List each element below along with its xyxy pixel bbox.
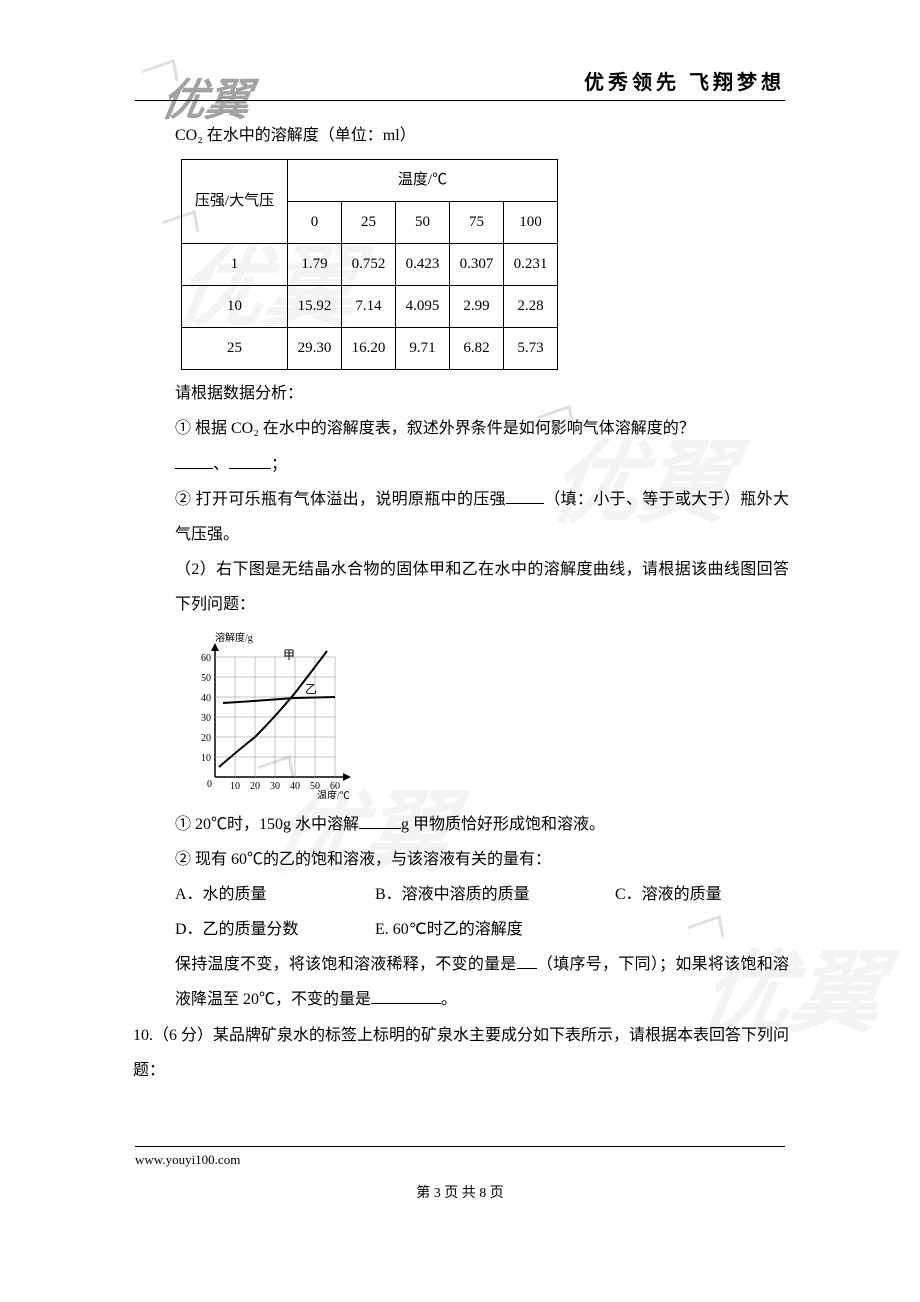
option-e: E. 60℃时乙的溶解度 xyxy=(375,921,523,938)
temp-cell: 0 xyxy=(288,202,342,244)
pressure-cell: 25 xyxy=(182,328,288,370)
semicolon: ； xyxy=(271,456,287,473)
data-row: 25 29.30 16.20 9.71 6.82 5.73 xyxy=(182,328,558,370)
pressure-cell: 10 xyxy=(182,286,288,328)
svg-text:40: 40 xyxy=(201,693,211,704)
option-b: B．溶液中溶质的质量 xyxy=(375,877,615,912)
page-header: 优秀领先 飞翔梦想 xyxy=(0,66,920,95)
row-header: 压强/大气压 xyxy=(182,160,288,244)
data-cell: 1.79 xyxy=(288,244,342,286)
y-ticks: 10 20 30 40 50 60 0 xyxy=(201,653,212,790)
table-caption: CO₂ 在水中的溶解度（单位：ml） xyxy=(175,118,789,153)
data-cell: 2.28 xyxy=(504,286,558,328)
svg-text:30: 30 xyxy=(270,781,280,792)
data-cell: 29.30 xyxy=(288,328,342,370)
svg-text:60: 60 xyxy=(201,653,211,664)
axes xyxy=(211,643,351,781)
temp-cell: 75 xyxy=(450,202,504,244)
x-axis-label: 温度/℃ xyxy=(317,789,350,799)
blank-field xyxy=(175,468,213,469)
data-cell: 0.307 xyxy=(450,244,504,286)
question-3: ① 20℃时，150g 水中溶解 g 甲物质恰好形成饱和溶液。 xyxy=(175,807,789,842)
label-jia: 甲 xyxy=(283,648,295,662)
option-c: C．溶液的质量 xyxy=(615,886,722,903)
temp-cell: 50 xyxy=(396,202,450,244)
footer-url: www.youyi100.com xyxy=(135,1152,240,1168)
blank-field xyxy=(229,468,271,469)
svg-text:0: 0 xyxy=(207,779,212,790)
part2-intro: （2）右下图是无结晶水合物的固体甲和乙在水中的溶解度曲线，请根据该曲线图回答下列… xyxy=(175,552,789,622)
col-header: 温度/℃ xyxy=(288,160,558,202)
blank-field xyxy=(506,503,544,504)
data-cell: 9.71 xyxy=(396,328,450,370)
blank-field xyxy=(517,968,537,969)
data-row: 1 1.79 0.752 0.423 0.307 0.231 xyxy=(182,244,558,286)
q2-pre: ② 打开可乐瓶有气体溢出，说明原瓶中的压强 xyxy=(175,491,506,508)
label-yi: 乙 xyxy=(305,682,317,696)
footer-page-number: 第 3 页 共 8 页 xyxy=(0,1182,920,1202)
temp-cell: 25 xyxy=(342,202,396,244)
svg-text:50: 50 xyxy=(201,673,211,684)
blank-line: 、； xyxy=(175,447,789,482)
q5-end: 。 xyxy=(441,991,457,1008)
header-divider xyxy=(135,100,785,101)
data-cell: 4.095 xyxy=(396,286,450,328)
svg-text:10: 10 xyxy=(201,753,211,764)
q5-pre: 保持温度不变，将该饱和溶液稀释，不变的量是 xyxy=(175,956,517,973)
question-1: ① 根据 CO₂ 在水中的溶解度表，叙述外界条件是如何影响气体溶解度的？ xyxy=(175,411,789,446)
curve-yi xyxy=(223,697,335,703)
svg-text:40: 40 xyxy=(290,781,300,792)
data-cell: 6.82 xyxy=(450,328,504,370)
question-4: ② 现有 60℃的乙的饱和溶液，与该溶液有关的量有： xyxy=(175,842,789,877)
data-cell: 5.73 xyxy=(504,328,558,370)
blank-field xyxy=(371,1003,441,1004)
svg-text:30: 30 xyxy=(201,713,211,724)
options-row-2: D．乙的质量分数E. 60℃时乙的溶解度 xyxy=(175,912,789,947)
blank-field xyxy=(359,828,401,829)
temp-cell: 100 xyxy=(504,202,558,244)
question-5: 保持温度不变，将该饱和溶液稀释，不变的量是（填序号，下同）；如果将该饱和溶液降温… xyxy=(175,947,789,1017)
data-cell: 0.423 xyxy=(396,244,450,286)
option-a: A．水的质量 xyxy=(175,877,375,912)
data-cell: 16.20 xyxy=(342,328,396,370)
q3-post: g 甲物质恰好形成饱和溶液。 xyxy=(401,816,605,833)
data-cell: 2.99 xyxy=(450,286,504,328)
question-10: 10.（6 分）某品牌矿泉水的标签上标明的矿泉水主要成分如下表所示，请根据本表回… xyxy=(133,1018,789,1088)
data-row: 10 15.92 7.14 4.095 2.99 2.28 xyxy=(182,286,558,328)
chart-svg: 溶解度/g 10 xyxy=(187,629,357,799)
document-body: CO₂ 在水中的溶解度（单位：ml） 压强/大气压 温度/℃ 0 25 50 7… xyxy=(175,118,789,1088)
footer-divider xyxy=(135,1146,785,1147)
data-cell: 0.752 xyxy=(342,244,396,286)
option-d: D．乙的质量分数 xyxy=(175,912,375,947)
analysis-label: 请根据数据分析： xyxy=(175,376,789,411)
question-2: ② 打开可乐瓶有气体溢出，说明原瓶中的压强（填：小于、等于或大于）瓶外大气压强。 xyxy=(175,482,789,552)
q3-pre: ① 20℃时，150g 水中溶解 xyxy=(175,816,359,833)
svg-text:20: 20 xyxy=(201,733,211,744)
solubility-chart: 溶解度/g 10 xyxy=(187,629,357,799)
data-cell: 15.92 xyxy=(288,286,342,328)
svg-text:10: 10 xyxy=(230,781,240,792)
separator: 、 xyxy=(213,456,229,473)
options-row-1: A．水的质量B．溶液中溶质的质量C．溶液的质量 xyxy=(175,877,789,912)
data-cell: 0.231 xyxy=(504,244,558,286)
header-slogan: 优秀领先 飞翔梦想 xyxy=(584,66,785,95)
svg-text:20: 20 xyxy=(250,781,260,792)
pressure-cell: 1 xyxy=(182,244,288,286)
solubility-table: 压强/大气压 温度/℃ 0 25 50 75 100 1 1.79 0.752 … xyxy=(181,159,558,370)
data-cell: 7.14 xyxy=(342,286,396,328)
y-axis-label: 溶解度/g xyxy=(215,631,253,644)
